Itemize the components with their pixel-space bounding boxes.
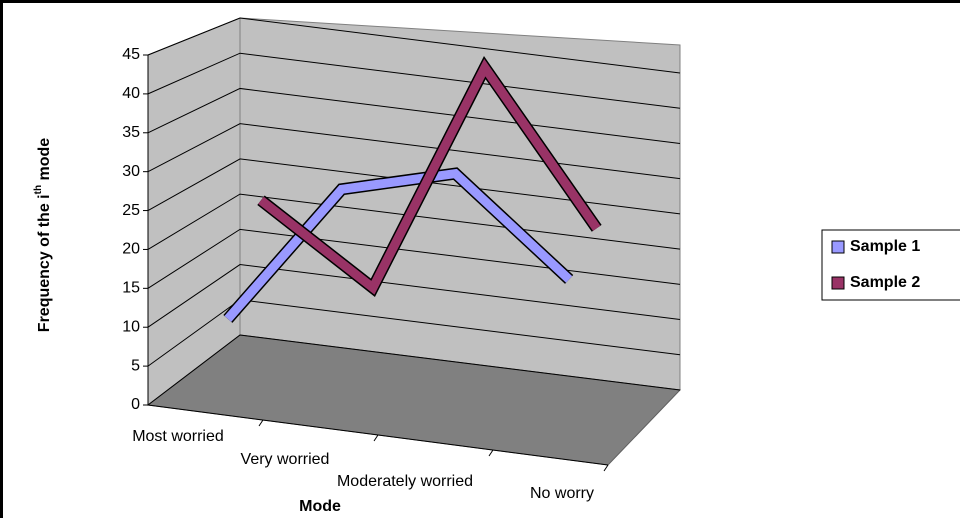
x-tick: [488, 449, 494, 457]
grid-line: [147, 87, 681, 144]
x-axis-label: Mode: [299, 498, 341, 515]
x-tick-label: Moderately worried: [337, 473, 473, 490]
y-tick-label: 15: [122, 280, 140, 297]
grid-line: [147, 193, 681, 250]
y-axis-label: Frequency of the ith mode: [33, 138, 54, 332]
grid-line: [147, 123, 681, 180]
grid-line: [147, 228, 681, 289]
y-tick-label: 25: [122, 202, 140, 219]
x-tick: [258, 419, 264, 427]
y-tick-label: 35: [122, 124, 140, 141]
y-tick-label: 0: [131, 396, 140, 413]
grid-line: [147, 17, 681, 74]
x-tick-label: Most worried: [132, 428, 224, 445]
x-tick: [603, 464, 609, 472]
y-tick-label: 5: [131, 357, 140, 374]
legend-label: Sample 1: [850, 238, 920, 255]
y-label-text: Frequency of the i: [36, 194, 53, 332]
y-tick-label: 40: [122, 85, 140, 102]
y-label-sup: th: [33, 185, 44, 194]
y-tick-label: 45: [122, 46, 140, 63]
y-tick-label: 30: [122, 163, 140, 180]
line-series: [258, 58, 601, 295]
legend-swatch: [831, 240, 845, 254]
legend: [821, 229, 960, 301]
grid-line: [147, 264, 681, 328]
x-tick: [373, 434, 379, 442]
plot-walls: [146, 17, 682, 466]
x-tick-label: No worry: [530, 485, 594, 502]
y-label-text: mode: [36, 138, 53, 185]
legend-swatch: [831, 276, 845, 290]
y-tick-label: 20: [122, 241, 140, 258]
x-tick-label: Very worried: [241, 451, 330, 468]
legend-label: Sample 2: [850, 274, 920, 291]
line-series: [224, 168, 573, 322]
grid-line: [147, 334, 681, 406]
grid-line: [147, 52, 681, 109]
grid-line: [147, 158, 681, 215]
back-wall: [239, 17, 681, 391]
y-tick-label: 10: [122, 318, 140, 335]
